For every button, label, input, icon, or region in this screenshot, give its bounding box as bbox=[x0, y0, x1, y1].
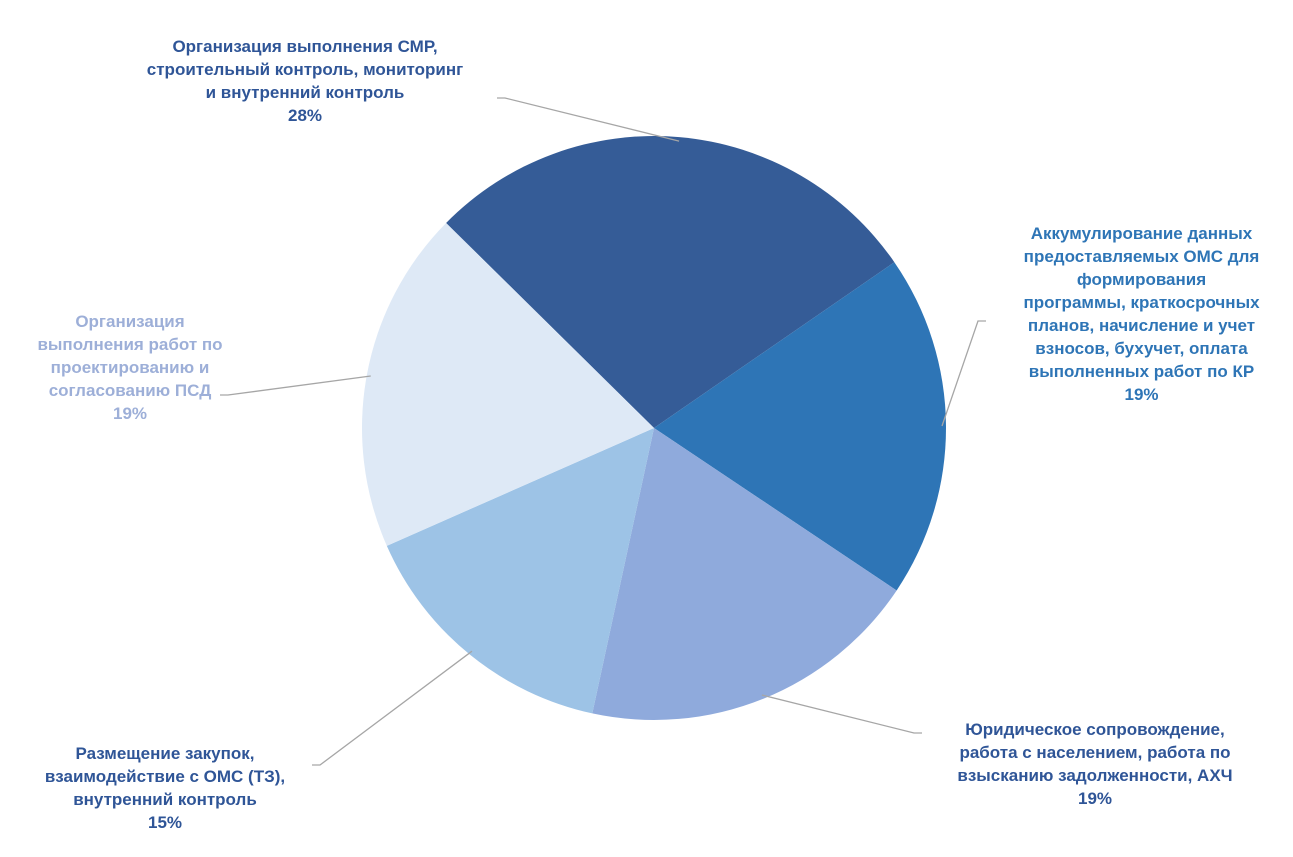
pie-slice-data-accumulation bbox=[654, 262, 946, 591]
slice-label-legal-support: Юридическое сопровождение, работа с насе… bbox=[920, 695, 1270, 833]
leader-line-procurement bbox=[312, 650, 473, 766]
slice-label-smr-text: Организация выполнения СМР, строительный… bbox=[146, 37, 464, 102]
slice-label-design: Организация выполнения работ по проектир… bbox=[15, 287, 245, 448]
pie-chart-svg bbox=[220, 97, 986, 766]
pie-slice-smr bbox=[446, 136, 895, 429]
slice-label-data-accumulation-text: Аккумулирование данных предоставляемых О… bbox=[1023, 224, 1260, 381]
slice-label-procurement-value: 15% bbox=[147, 813, 183, 832]
leader-line-smr bbox=[497, 97, 680, 142]
slice-label-data-accumulation: Аккумулирование данных предоставляемых О… bbox=[990, 199, 1293, 429]
slice-label-smr-value: 28% bbox=[287, 106, 323, 125]
pie-slice-legal-support bbox=[592, 428, 897, 720]
slice-label-smr: Организация выполнения СМР, строительный… bbox=[95, 12, 515, 150]
leader-line-data-accumulation bbox=[941, 320, 986, 427]
pie-slice-procurement bbox=[386, 428, 654, 714]
pie-chart: Организация выполнения СМР, строительный… bbox=[15, 12, 1293, 832]
slice-label-data-accumulation-value: 19% bbox=[1124, 385, 1159, 404]
slice-label-design-value: 19% bbox=[112, 404, 148, 423]
leader-line-design bbox=[220, 375, 371, 396]
pie-slice-design bbox=[362, 222, 654, 546]
leader-line-legal-support bbox=[761, 694, 922, 734]
slice-label-legal-support-text: Юридическое сопровождение, работа с насе… bbox=[957, 720, 1233, 785]
slice-label-procurement: Размещение закупок, взаимодействие с ОМС… bbox=[0, 719, 330, 857]
slice-label-legal-support-value: 19% bbox=[1077, 789, 1113, 808]
slice-label-procurement-text: Размещение закупок, взаимодействие с ОМС… bbox=[44, 744, 286, 809]
slice-label-design-text: Организация выполнения работ по проектир… bbox=[37, 312, 223, 400]
